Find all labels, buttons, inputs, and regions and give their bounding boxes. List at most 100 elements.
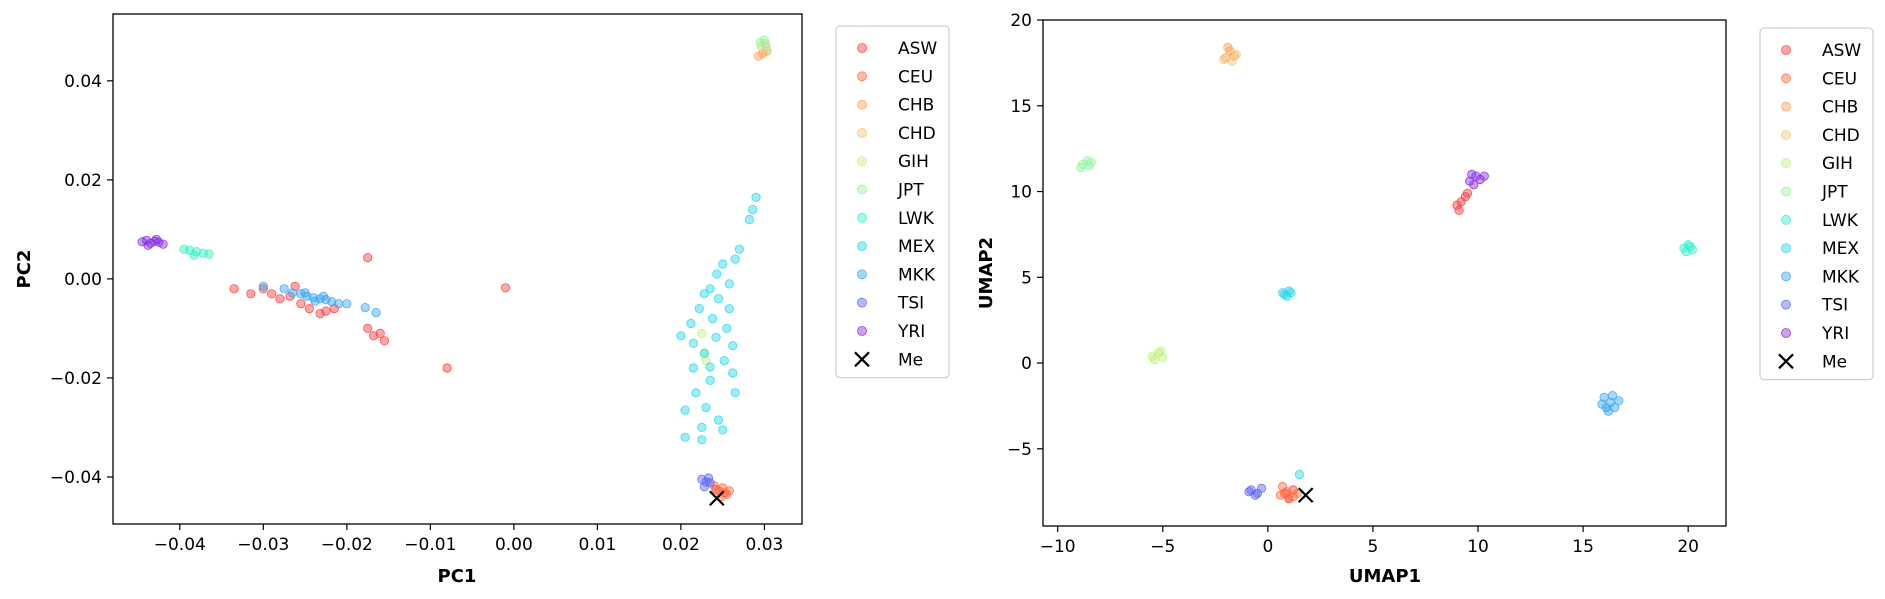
- umap-point-yri: [1467, 169, 1477, 179]
- pca-plot-frame: [112, 13, 803, 525]
- pca-legend-swatch: [857, 99, 867, 110]
- pca-legend-label: MEX: [898, 237, 935, 257]
- umap-point-jpt: [1086, 157, 1096, 167]
- umap-x-tick-label: −10: [1040, 537, 1076, 557]
- pca-point-asw: [258, 284, 268, 294]
- pca-point-mex: [724, 303, 734, 314]
- pca-legend-label: CEU: [898, 67, 933, 87]
- pca-legend-swatch: [857, 127, 867, 138]
- umap-y-tick-label: −5: [1007, 440, 1032, 460]
- umap-point-mex: [1278, 288, 1288, 298]
- umap-plot-frame: [1042, 19, 1727, 527]
- pca-legend-label: LWK: [898, 209, 935, 229]
- umap-y-tick-label: 15: [1010, 97, 1032, 117]
- pca-legend-item-ceu: CEU: [857, 67, 933, 87]
- pca-point-jpt: [759, 35, 770, 45]
- pca-legend-label: GIH: [898, 152, 929, 172]
- umap-point-asw: [1454, 205, 1464, 215]
- umap-point-mkk: [1607, 390, 1618, 401]
- pca-point-mex: [748, 205, 758, 215]
- umap-point-ceu: [1278, 481, 1288, 492]
- pca-point-jpt: [755, 37, 765, 47]
- umap-legend-swatch: [1781, 271, 1791, 282]
- pca-point-mex: [730, 254, 740, 264]
- pca-point-asw: [275, 294, 285, 304]
- pca-point-gih: [697, 328, 707, 338]
- umap-point-ceu: [1292, 488, 1302, 498]
- umap-point-mex: [1294, 469, 1305, 480]
- pca-point-mex: [707, 313, 718, 324]
- pca-point-mkk: [371, 307, 381, 318]
- umap-point-ceu: [1284, 493, 1294, 504]
- pca-point-mex: [676, 331, 686, 341]
- umap-y-axis-ticks: −5 0 5 10 15 20: [1007, 11, 1043, 460]
- umap-point-tsi: [1244, 487, 1254, 497]
- pca-legend-item-tsi: TSI: [857, 294, 924, 314]
- pca-legend-swatch: [857, 184, 867, 195]
- umap-legend-item-mkk: MKK: [1781, 267, 1860, 287]
- pca-me-marker: [709, 490, 725, 507]
- umap-legend-box: [1759, 27, 1874, 381]
- umap-legend-label: MEX: [1822, 239, 1859, 259]
- umap-legend-label: LWK: [1822, 211, 1859, 231]
- pca-point-tsi: [703, 473, 714, 483]
- umap-legend-label: CHB: [1822, 98, 1858, 118]
- pca-x-tick-label: −0.04: [154, 535, 206, 555]
- pca-y-tick-label: 0.04: [64, 72, 102, 92]
- pca-legend-item-chb: CHB: [857, 96, 934, 116]
- pca-legend-item-me: Me: [854, 350, 923, 370]
- umap-point-tsi: [1257, 483, 1267, 493]
- umap-legend-label: ASW: [1822, 41, 1861, 61]
- pca-legend-item-jpt: JPT: [857, 181, 924, 201]
- pca-x-tick-label: 0.02: [662, 535, 700, 555]
- pca-me-marker-layer: [709, 490, 725, 507]
- umap-legend-item-mex: MEX: [1781, 239, 1859, 259]
- pca-point-mex: [730, 388, 740, 398]
- pca-point-mkk: [333, 299, 344, 309]
- pca-point-mex: [697, 422, 707, 432]
- pca-point-mex: [728, 341, 738, 351]
- pca-legend-swatch: [857, 212, 867, 223]
- pca-point-mkk: [342, 299, 352, 309]
- pca-x-tick-label: −0.02: [321, 535, 373, 555]
- umap-legend-label: JPT: [1821, 183, 1848, 203]
- pca-legend-item-asw: ASW: [857, 39, 937, 59]
- umap-legend-item-yri: YRI: [1781, 324, 1849, 344]
- pca-point-gih: [701, 355, 711, 366]
- pca-x-axis-title: PC1: [438, 566, 477, 587]
- pca-point-asw: [500, 283, 511, 293]
- pca-legend-label: YRI: [897, 322, 925, 342]
- umap-legend: ASW CEU CHB CHD GIH JPT LWK MEX MKK TSI YRI Me: [1759, 27, 1874, 381]
- pca-x-tick-label: 0.01: [578, 535, 616, 555]
- pca-point-asw: [379, 336, 389, 346]
- pca-point-mex: [686, 318, 696, 329]
- umap-legend-swatch: [1781, 243, 1791, 254]
- umap-legend-label: Me: [1822, 352, 1847, 372]
- pca-point-yri: [151, 234, 161, 244]
- umap-legend-label: CHD: [1822, 126, 1860, 146]
- pca-legend-label: CHD: [898, 124, 936, 144]
- pca-legend-item-lwk: LWK: [857, 209, 935, 229]
- pca-point-mex: [744, 214, 755, 225]
- umap-me-marker-layer: [1297, 487, 1314, 503]
- pca-legend-swatch: [857, 241, 867, 252]
- pca-legend-item-mex: MEX: [857, 237, 935, 257]
- umap-x-axis-title: UMAP1: [1349, 566, 1421, 587]
- umap-point-lwk: [1685, 241, 1695, 251]
- pca-point-mex: [694, 303, 704, 314]
- pca-point-mkk: [287, 288, 298, 298]
- pca-y-tick-label: −0.04: [50, 468, 102, 488]
- pca-y-axis-title: PC2: [14, 250, 35, 289]
- umap-legend-item-chb: CHB: [1781, 98, 1858, 118]
- umap-legend-item-me: Me: [1778, 352, 1847, 372]
- pca-legend-swatch: [857, 326, 867, 336]
- umap-point-asw: [1462, 188, 1473, 198]
- pca-points-layer: [137, 35, 772, 502]
- pca-x-tick-label: −0.03: [237, 535, 289, 555]
- pca-point-jpt: [761, 42, 771, 52]
- pca-point-asw: [267, 289, 277, 299]
- umap-x-tick-label: 5: [1368, 537, 1379, 557]
- umap-point-mkk: [1614, 396, 1624, 406]
- pca-legend-swatch: [857, 269, 867, 280]
